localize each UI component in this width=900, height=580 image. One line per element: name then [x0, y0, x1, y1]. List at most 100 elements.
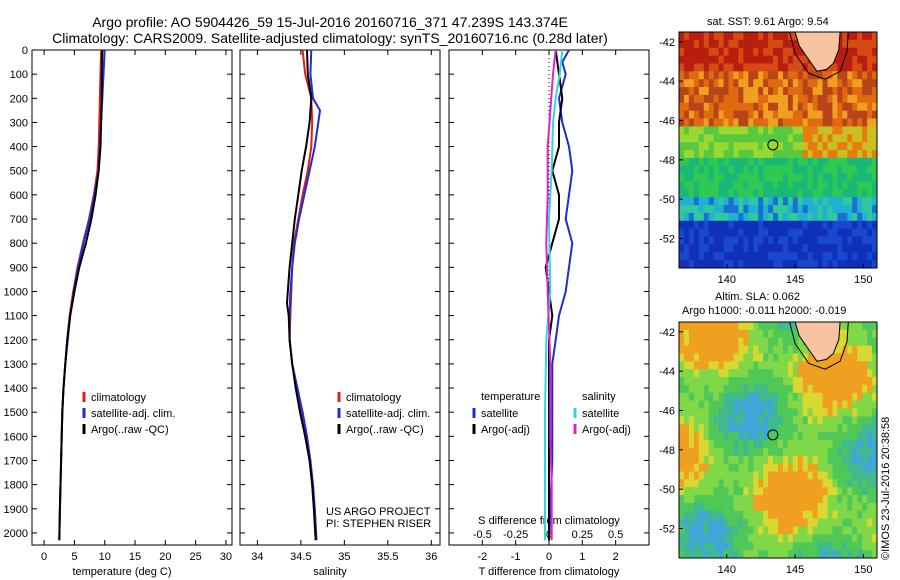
map-cell — [698, 32, 705, 41]
map-cell — [758, 94, 764, 104]
map-cell — [758, 502, 764, 512]
map-cell — [758, 534, 764, 543]
map-cell — [768, 118, 774, 127]
map-cell — [723, 173, 729, 182]
map-cell — [797, 126, 804, 135]
map-cell — [802, 134, 809, 143]
map-cell — [693, 455, 700, 464]
map-cell — [782, 236, 789, 245]
map-cell — [708, 71, 715, 80]
x-tick-label: 25 — [190, 551, 202, 563]
y-tick-label: 1500 — [4, 407, 28, 419]
map-cell — [683, 134, 690, 143]
map-cell — [748, 236, 754, 245]
map-cell — [862, 400, 868, 409]
map-cell — [728, 94, 734, 104]
map-cell — [738, 94, 744, 104]
map-cell — [812, 197, 818, 206]
map-cell — [857, 518, 863, 527]
map-cell — [723, 39, 729, 49]
map-cell — [852, 228, 858, 237]
map-cell — [763, 337, 769, 346]
map-cell — [812, 228, 818, 237]
map-cell — [708, 534, 715, 543]
map-cell — [723, 181, 729, 190]
map-cell — [817, 416, 823, 425]
map-cell — [698, 502, 705, 512]
map-cell — [718, 526, 724, 535]
map-cell — [837, 479, 843, 488]
map-cell — [857, 55, 863, 64]
map-cell — [782, 471, 789, 480]
map-cell — [807, 87, 814, 96]
map-cell — [782, 63, 789, 72]
map-cell — [842, 518, 848, 527]
map-cell — [862, 197, 868, 206]
map-cell — [748, 337, 754, 346]
map-cell — [852, 47, 858, 56]
map-cell — [797, 205, 804, 214]
map-cell — [693, 157, 700, 167]
map-cell — [713, 463, 719, 472]
map-cell — [703, 47, 710, 56]
map-cell — [792, 534, 799, 543]
map-cell — [817, 471, 823, 480]
map-cell — [792, 361, 799, 370]
x-tick-label: 34 — [251, 551, 263, 563]
map-cell — [842, 463, 848, 472]
map-cell — [778, 440, 784, 449]
map-cell — [713, 471, 719, 480]
map-cell — [683, 236, 690, 245]
map-cell — [733, 424, 739, 433]
map-cell — [773, 369, 779, 378]
map-cell — [718, 518, 724, 527]
map-cell — [718, 471, 724, 480]
map-cell — [728, 252, 734, 261]
map-y-tick-label: -52 — [659, 524, 675, 536]
map-cell — [703, 550, 710, 559]
map-cell — [862, 220, 868, 230]
map-cell — [758, 260, 764, 269]
map-cell — [782, 244, 789, 253]
map-cell — [867, 244, 873, 253]
map-cell — [743, 212, 749, 222]
map-cell — [753, 32, 759, 41]
map-cell — [812, 142, 818, 151]
map-cell — [782, 534, 789, 543]
map-cell — [748, 32, 754, 41]
map-cell — [807, 220, 814, 230]
map-cell — [842, 534, 848, 543]
map-cell — [708, 440, 715, 449]
map-cell — [773, 79, 779, 88]
map-cell — [688, 94, 695, 104]
map-cell — [743, 518, 749, 527]
map-cell — [683, 32, 690, 41]
map-cell — [763, 550, 769, 559]
map-cell — [768, 87, 774, 96]
map-cell — [842, 189, 848, 198]
map-cell — [728, 542, 734, 551]
map-cell — [847, 181, 853, 190]
map-cell — [768, 471, 774, 480]
map-cell — [763, 134, 769, 143]
map-cell — [688, 260, 695, 269]
map-cell — [753, 369, 759, 378]
map-cell — [812, 432, 818, 441]
map-cell — [773, 205, 779, 214]
map-cell — [738, 118, 744, 127]
map-cell — [703, 487, 710, 496]
map-cell — [688, 361, 695, 370]
map-cell — [773, 518, 779, 527]
map-cell — [782, 197, 789, 206]
map-cell — [768, 134, 774, 143]
map-cell — [733, 71, 739, 80]
map-cell — [748, 424, 754, 433]
map-cell — [733, 322, 739, 331]
map-cell — [837, 87, 843, 96]
map-cell — [852, 134, 858, 143]
map-cell — [802, 518, 809, 527]
map-cell — [773, 526, 779, 535]
map-cell — [812, 118, 818, 127]
map-cell — [698, 55, 705, 64]
map-cell — [773, 212, 779, 222]
